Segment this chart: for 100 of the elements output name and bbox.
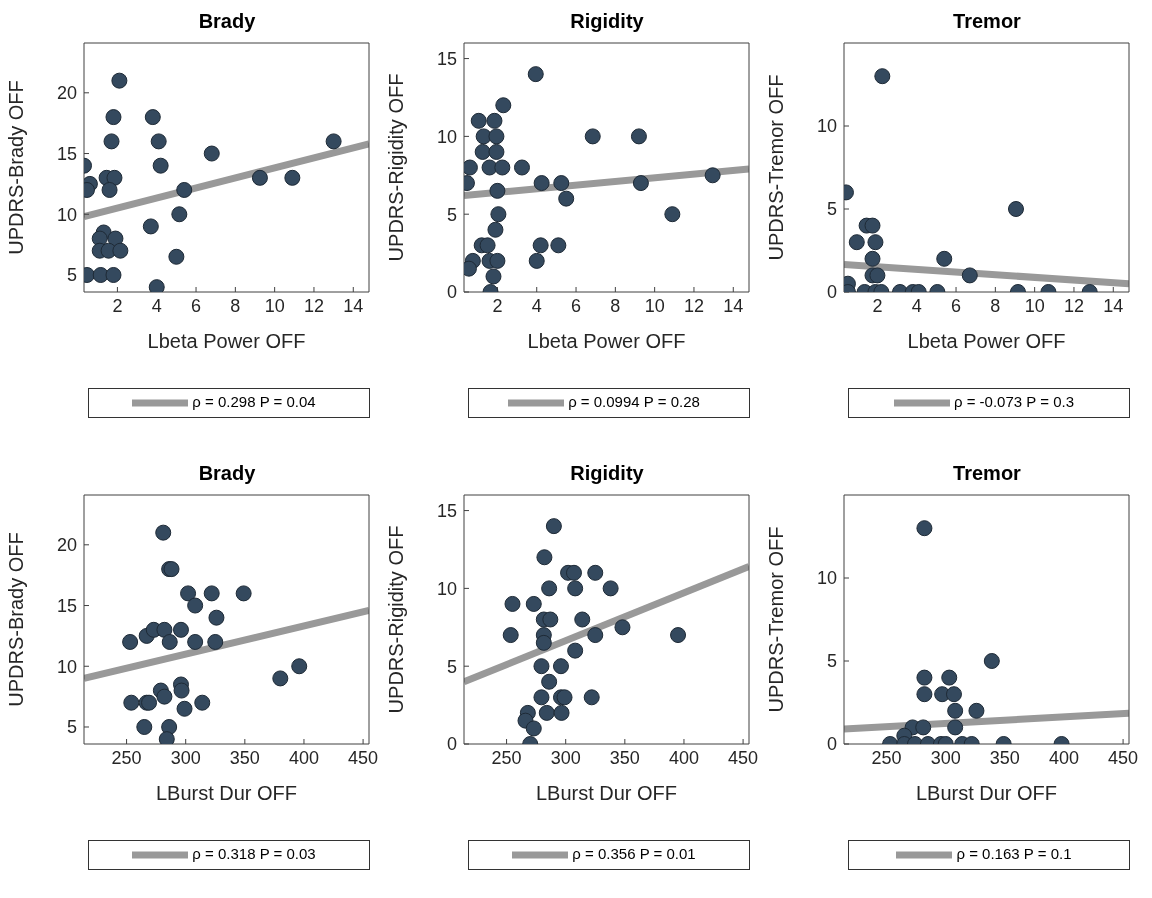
x-tick-label: 250 <box>491 747 522 768</box>
point <box>542 611 559 628</box>
point <box>474 143 491 160</box>
y-axis-title: UPDRS-Rigidity OFF <box>385 525 408 714</box>
point <box>168 248 185 265</box>
point <box>489 252 506 269</box>
point <box>504 595 521 612</box>
point <box>235 585 252 602</box>
point <box>602 580 619 597</box>
point <box>156 621 173 638</box>
y-tick-label: 10 <box>56 204 77 225</box>
point <box>479 237 496 254</box>
point <box>194 694 211 711</box>
x-axis-title: LBurst Dur OFF <box>915 782 1058 804</box>
y-tick-label: 0 <box>826 734 837 755</box>
y-tick-label: 15 <box>56 595 77 616</box>
y-tick-label: 0 <box>446 282 457 303</box>
point <box>584 128 601 145</box>
point <box>470 112 487 129</box>
y-tick-label: 10 <box>816 568 837 589</box>
point <box>527 66 544 83</box>
point <box>475 128 492 145</box>
x-axis-title: LBurst Dur OFF <box>155 782 298 804</box>
x-tick-label: 10 <box>644 295 665 316</box>
chart-title: Tremor <box>952 461 1022 486</box>
point <box>172 621 189 638</box>
x-tick-label: 450 <box>728 747 759 768</box>
x-tick-label: 12 <box>683 295 704 316</box>
point <box>632 175 649 192</box>
point <box>541 673 558 690</box>
point <box>155 524 172 541</box>
point <box>111 72 128 89</box>
point <box>187 597 204 614</box>
y-tick-label: 0 <box>446 734 457 755</box>
chart-title: Rigidity <box>569 9 645 34</box>
point <box>488 143 505 160</box>
y-tick-label: 5 <box>446 656 457 677</box>
point <box>284 169 301 186</box>
point <box>176 181 193 198</box>
x-tick-label: 2 <box>492 295 503 316</box>
point <box>556 689 573 706</box>
x-tick-label: 6 <box>951 295 962 316</box>
point <box>567 580 584 597</box>
point <box>187 633 204 650</box>
point <box>525 720 542 737</box>
point <box>553 175 570 192</box>
point <box>173 682 190 699</box>
y-tick-label: 10 <box>816 116 837 137</box>
point <box>150 133 167 150</box>
point <box>176 700 193 717</box>
point <box>142 218 159 235</box>
point <box>251 169 268 186</box>
point <box>567 642 584 659</box>
point <box>487 221 504 238</box>
chart-title: Rigidity <box>569 461 645 486</box>
point <box>92 267 109 283</box>
x-tick-label: 14 <box>1103 295 1124 316</box>
y-tick-label: 10 <box>436 578 457 599</box>
x-tick-label: 6 <box>571 295 582 316</box>
y-tick-label: 10 <box>56 656 77 677</box>
point <box>513 159 530 176</box>
point <box>536 549 553 566</box>
point <box>103 133 120 150</box>
point <box>106 169 123 186</box>
point <box>272 670 289 687</box>
x-tick-label: 350 <box>989 747 1020 768</box>
x-tick-label: 10 <box>264 295 285 316</box>
point <box>704 167 721 184</box>
x-tick-label: 400 <box>288 747 319 768</box>
x-tick-label: 6 <box>191 295 202 316</box>
point <box>538 704 555 721</box>
x-tick-label: 8 <box>610 295 621 316</box>
y-axis-title: UPDRS-Tremor OFF <box>765 526 788 713</box>
y-axis-title: UPDRS-Brady OFF <box>5 532 28 707</box>
legend-label: ρ = 0.163 P = 0.1 <box>956 844 1072 862</box>
x-tick-label: 350 <box>229 747 260 768</box>
y-tick-label: 10 <box>436 126 457 147</box>
y-tick-label: 20 <box>56 535 77 556</box>
x-tick-label: 4 <box>911 295 922 316</box>
y-tick-label: 20 <box>56 83 77 104</box>
point <box>533 689 550 706</box>
point <box>105 267 122 283</box>
point <box>565 564 582 581</box>
point <box>123 694 140 711</box>
x-tick-label: 14 <box>723 295 744 316</box>
x-tick-label: 250 <box>111 747 142 768</box>
chart-title: Brady <box>197 9 257 34</box>
point <box>105 109 122 126</box>
point <box>533 175 550 192</box>
point <box>574 611 591 628</box>
y-tick-label: 5 <box>66 265 77 286</box>
point <box>541 580 558 597</box>
x-tick-label: 12 <box>1063 295 1084 316</box>
point <box>203 145 220 162</box>
point <box>488 128 505 145</box>
point <box>587 564 604 581</box>
point <box>148 279 165 292</box>
x-tick-label: 450 <box>348 747 379 768</box>
y-axis-title: UPDRS-Tremor OFF <box>765 74 788 261</box>
y-tick-label: 15 <box>436 500 457 521</box>
